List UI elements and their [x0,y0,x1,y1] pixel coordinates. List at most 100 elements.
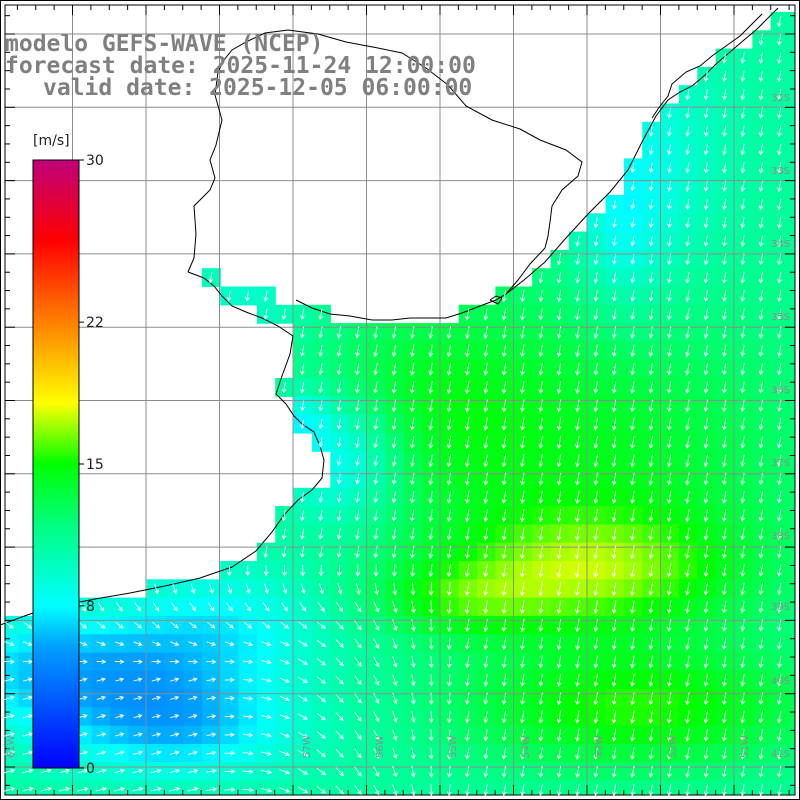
wind-arrow [281,381,287,394]
wind-arrow [593,600,599,615]
wind-arrow [703,582,709,596]
wind-arrow [134,602,142,612]
ocean-cell [201,780,221,795]
wind-arrow [685,637,690,651]
ocean-cell [789,249,795,269]
wind-arrow [666,582,672,596]
wind-arrow [575,545,580,560]
wind-arrow [758,107,764,119]
wind-arrow [242,751,254,756]
wind-arrow [685,271,691,284]
wind-arrow [740,454,745,468]
wind-arrow [373,491,379,504]
wind-arrow [152,621,161,629]
wind-arrow [355,381,360,394]
wind-arrow [666,527,672,541]
wind-arrow [758,564,764,577]
wind-arrow [538,545,543,560]
wind-arrow [279,732,290,738]
wind-arrow [392,582,398,596]
wind-arrow [612,290,617,302]
ocean-cell [789,323,795,342]
wind-arrow [722,180,727,193]
wind-arrow [758,765,764,779]
wind-arrow [538,271,544,284]
wind-arrow [77,732,89,737]
wind-arrow [740,545,745,559]
wind-arrow [170,695,180,701]
wind-arrow [410,545,415,559]
wind-arrow [703,545,709,560]
wind-arrow [133,621,143,629]
wind-arrow [465,729,470,742]
wind-arrow [593,655,599,669]
ocean-cell [183,780,203,795]
wind-arrow [722,381,727,394]
wind-arrow [612,199,617,210]
wind-arrow [300,400,305,412]
wind-arrow [630,435,635,450]
wind-arrow [336,509,342,522]
wind-arrow [630,655,635,669]
wind-arrow [337,564,342,577]
wind-arrow [703,162,709,174]
wind-arrow [575,637,580,651]
wind-arrow [187,750,199,756]
wind-arrow [282,564,287,577]
wind-arrow [501,655,507,669]
wind-arrow [428,399,433,413]
wind-arrow [722,619,727,632]
lat-label: 36S [771,385,790,396]
wind-arrow [483,618,489,633]
wind-arrow [740,784,746,797]
wind-arrow [611,728,617,742]
wind-arrow [392,711,398,723]
wind-arrow [685,490,690,504]
wind-arrow [391,491,397,504]
wind-arrow [410,436,415,449]
wind-arrow [740,162,746,174]
wind-arrow [207,602,215,612]
wind-arrow [319,583,324,595]
wind-arrow [446,509,452,523]
wind-arrow [77,768,89,774]
wind-arrow [335,675,344,685]
wind-arrow [611,417,617,431]
wind-arrow [373,711,380,723]
wind-arrow [611,381,617,395]
ocean-cell [789,304,795,324]
wind-arrow [169,768,181,774]
wind-arrow [777,674,782,687]
wind-arrow [685,545,690,560]
wind-arrow [556,728,562,742]
wind-arrow [685,107,691,119]
wind-arrow [22,768,34,774]
wind-arrow [758,235,764,248]
wind-arrow [740,600,745,614]
wind-arrow [465,380,470,395]
wind-arrow [611,637,617,651]
wind-arrow [446,600,452,615]
wind-arrow [520,637,525,651]
wind-arrow [354,711,362,722]
wind-arrow [556,435,562,450]
wind-arrow [300,528,305,540]
wind-arrow [318,400,324,412]
wind-arrow [703,253,709,266]
ocean-cell [789,48,795,68]
wind-arrow [465,618,470,633]
wind-arrow [373,766,380,778]
wind-arrow [169,641,180,646]
wind-arrow [703,655,709,669]
wind-arrow [685,326,690,339]
wind-arrow [666,399,672,413]
wind-arrow [355,344,360,358]
wind-arrow [611,399,617,413]
wind-arrow [722,253,727,266]
ocean-cell [348,780,368,795]
wind-arrow [538,692,544,706]
wind-arrow [538,618,544,633]
wind-arrow [777,34,782,46]
wind-arrow [703,381,709,394]
colorbar-gradient [32,159,80,769]
